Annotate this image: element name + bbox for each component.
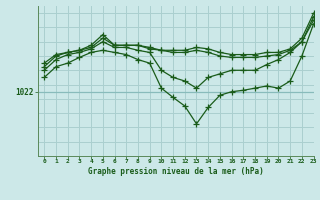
X-axis label: Graphe pression niveau de la mer (hPa): Graphe pression niveau de la mer (hPa) <box>88 167 264 176</box>
